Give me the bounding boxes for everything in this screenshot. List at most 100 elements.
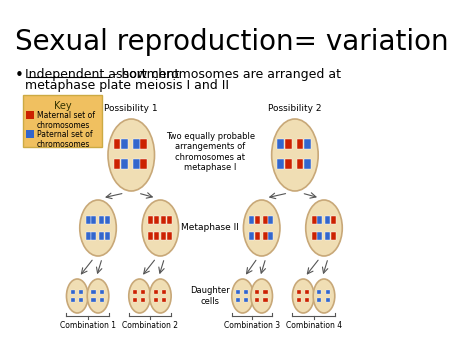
Bar [91,298,96,302]
Bar [264,298,267,302]
Text: Daughter
cells: Daughter cells [190,286,230,306]
Ellipse shape [292,279,314,313]
Bar [91,216,96,224]
Bar [263,232,267,240]
Bar [71,290,75,294]
Bar [297,290,301,294]
Text: •: • [15,68,24,83]
Bar [105,216,109,224]
Bar [285,139,292,149]
Ellipse shape [313,279,335,313]
Bar [91,232,96,240]
Text: Combination 3: Combination 3 [224,321,280,330]
Text: Metaphase II: Metaphase II [181,224,239,233]
Bar [318,232,322,240]
Bar [311,232,317,240]
Bar [304,159,310,169]
Bar [297,159,303,169]
Text: Paternal set of
chromosomes: Paternal set of chromosomes [36,130,92,149]
Bar [244,290,248,294]
Text: metaphase plate meiosis I and II: metaphase plate meiosis I and II [25,79,229,92]
Bar [268,232,273,240]
Bar [297,139,303,149]
Bar [91,290,96,294]
Bar [325,232,330,240]
Ellipse shape [129,279,150,313]
Bar [154,290,158,294]
Ellipse shape [306,200,342,256]
Bar [249,216,254,224]
Bar [79,290,83,294]
Text: Possibility 2: Possibility 2 [268,104,322,113]
Bar [297,298,301,302]
Bar [255,298,259,302]
Bar [114,159,120,169]
Bar [268,216,273,224]
Bar [331,216,336,224]
Bar [162,298,166,302]
Bar [79,298,83,302]
Bar [331,232,336,240]
Ellipse shape [80,200,116,256]
Bar [133,159,139,169]
Bar [71,298,75,302]
Bar [100,290,104,294]
Bar [167,232,172,240]
Text: Combination 4: Combination 4 [285,321,342,330]
Ellipse shape [149,279,171,313]
Bar [133,298,137,302]
Text: - how chromosomes are arranged at: - how chromosomes are arranged at [113,68,341,81]
Text: Key: Key [54,101,72,111]
FancyBboxPatch shape [23,95,102,147]
Bar [318,290,321,294]
Bar [255,232,260,240]
Bar [86,216,91,224]
Bar [161,216,166,224]
Bar [114,139,120,149]
Bar [244,298,248,302]
Bar [121,159,128,169]
Ellipse shape [251,279,273,313]
Bar [121,139,128,149]
Bar [311,216,317,224]
Bar [236,298,240,302]
Bar [285,159,292,169]
Bar [133,290,137,294]
Ellipse shape [272,119,318,191]
Text: Independent assortment: Independent assortment [25,68,179,81]
Bar [148,232,153,240]
Bar [26,111,34,119]
Bar [305,290,309,294]
Bar [255,216,260,224]
Bar [141,298,146,302]
Bar [141,290,146,294]
Text: Combination 1: Combination 1 [60,321,116,330]
Bar [167,216,172,224]
Ellipse shape [142,200,179,256]
Bar [86,232,91,240]
Ellipse shape [108,119,155,191]
Ellipse shape [244,200,280,256]
Text: Sexual reproduction= variation: Sexual reproduction= variation [15,28,448,56]
Bar [326,290,330,294]
Bar [26,130,34,138]
Bar [304,139,310,149]
Bar [325,216,330,224]
Bar [99,216,104,224]
Bar [140,159,147,169]
Bar [318,216,322,224]
Bar [140,139,147,149]
Bar [249,232,254,240]
Ellipse shape [87,279,109,313]
Bar [154,216,159,224]
Bar [148,216,153,224]
Bar [255,290,259,294]
Bar [154,232,159,240]
Bar [154,298,158,302]
Bar [161,232,166,240]
Bar [162,290,166,294]
Bar [99,232,104,240]
Bar [305,298,309,302]
Bar [105,232,109,240]
Bar [100,298,104,302]
